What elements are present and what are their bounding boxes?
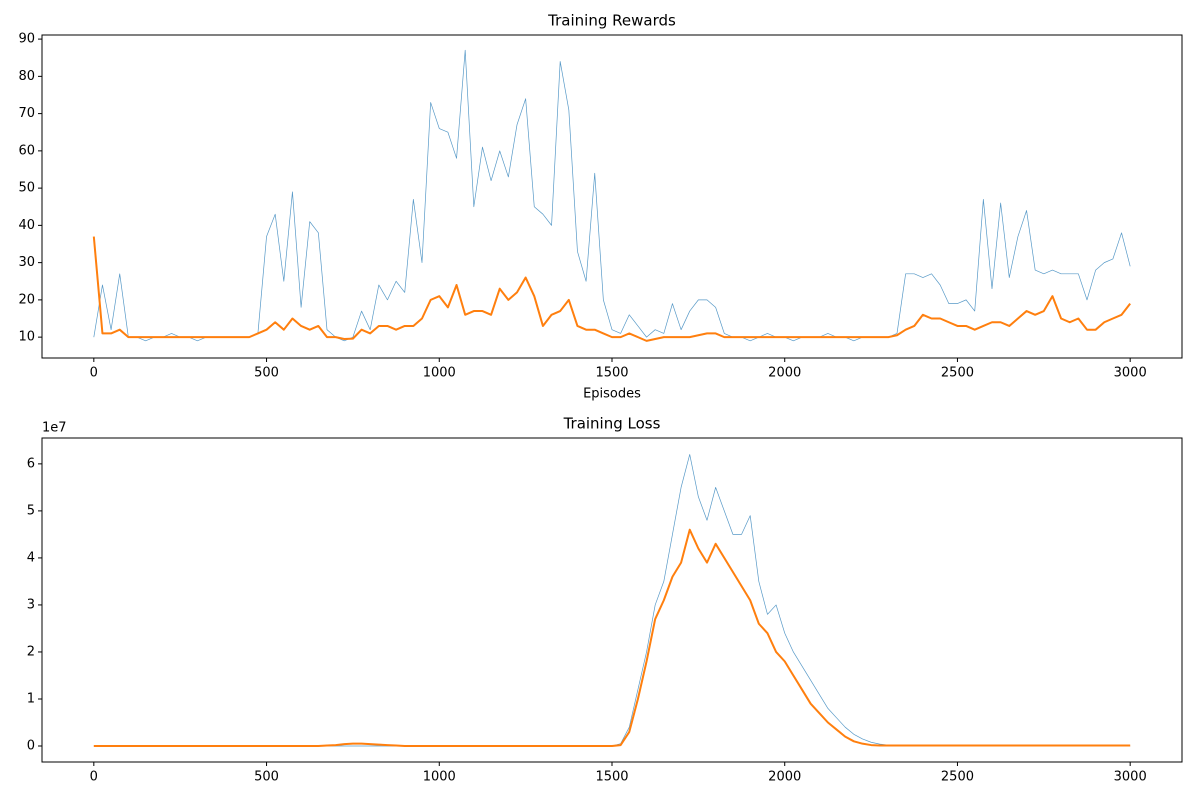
- x-tick-label: 0: [90, 770, 98, 785]
- smoothed-line: [92, 236, 1131, 342]
- y-tick-label: 1: [27, 691, 35, 706]
- x-tick-label: 1500: [595, 770, 628, 785]
- axes-frame: [41, 437, 1183, 763]
- x-tick-label: 2500: [941, 366, 974, 381]
- chart-title: Training Loss: [563, 415, 661, 433]
- y-tick-label: 4: [27, 550, 35, 565]
- y-tick-label: 70: [18, 106, 35, 121]
- y-tick-label: 2: [27, 644, 35, 659]
- axes-frame: [41, 34, 1183, 359]
- y-offset-label: 1e7: [42, 421, 67, 436]
- x-tick-label: 1000: [423, 366, 456, 381]
- y-tick-label: 10: [18, 330, 35, 345]
- x-tick-label: 3000: [1114, 366, 1147, 381]
- x-tick-label: 0: [90, 366, 98, 381]
- x-tick-label: 3000: [1114, 770, 1147, 785]
- x-axis-label: Episodes: [583, 387, 641, 402]
- x-tick-label: 1500: [595, 366, 628, 381]
- y-tick-label: 80: [18, 69, 35, 84]
- chart-title: Training Rewards: [547, 12, 676, 30]
- x-tick-label: 2000: [768, 770, 801, 785]
- x-tick-label: 500: [254, 770, 279, 785]
- x-tick-label: 2000: [768, 366, 801, 381]
- y-tick-label: 90: [18, 32, 35, 47]
- y-tick-label: 6: [27, 456, 35, 471]
- y-tick-label: 30: [18, 255, 35, 270]
- y-tick-label: 5: [27, 503, 35, 518]
- x-tick-label: 500: [254, 366, 279, 381]
- y-tick-label: 3: [27, 597, 35, 612]
- raw-line: [93, 454, 1131, 747]
- y-tick-label: 0: [27, 739, 35, 754]
- y-tick-label: 40: [18, 218, 35, 233]
- raw-line: [93, 49, 1131, 342]
- smoothed-line: [93, 528, 1131, 748]
- y-tick-label: 50: [18, 181, 35, 196]
- x-tick-label: 2500: [941, 770, 974, 785]
- x-tick-label: 1000: [423, 770, 456, 785]
- y-tick-label: 20: [18, 292, 35, 307]
- y-tick-label: 60: [18, 143, 35, 158]
